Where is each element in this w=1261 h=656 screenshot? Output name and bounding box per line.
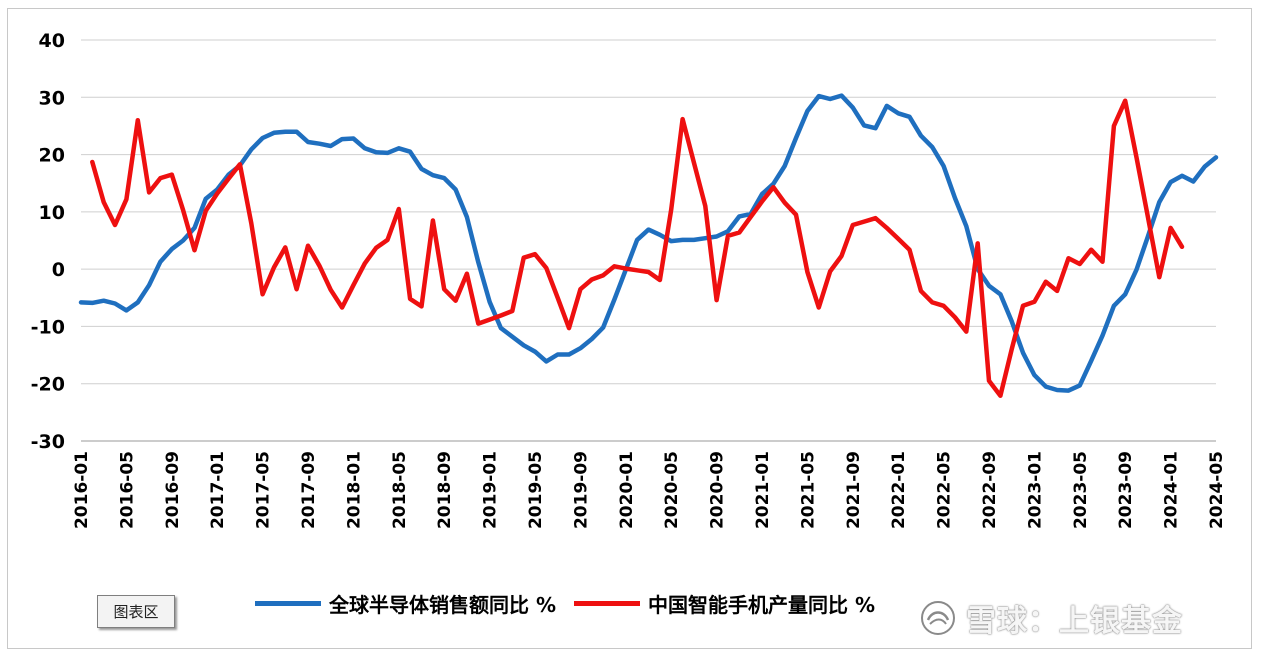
legend: 全球半导体销售额同比 % 中国智能手机产量同比 %: [255, 588, 875, 618]
x-tick-label: 2017-09: [299, 451, 319, 529]
y-tick-label: 0: [52, 259, 65, 281]
series-line-smartphone: [90, 98, 1185, 398]
x-tick-label: 2020-01: [617, 451, 637, 529]
x-tick-label: 2019-05: [526, 451, 546, 529]
y-tick-label: -30: [31, 431, 65, 453]
x-tick-label: 2016-05: [117, 451, 137, 529]
x-tick-label: 2019-09: [571, 451, 591, 529]
x-tick-label: 2020-09: [708, 451, 728, 529]
x-tick-label: 2019-01: [481, 451, 501, 529]
x-tick-label: 2021-05: [798, 451, 818, 529]
legend-swatch-blue: [255, 600, 321, 606]
x-tick-label: 2022-05: [935, 451, 955, 529]
y-tick-label: 30: [39, 87, 65, 109]
series-line-semiconductor: [78, 93, 1219, 393]
x-tick-label: 2023-09: [1116, 451, 1136, 529]
x-axis-ticks: 2016-01 2016-05 2016-09 2017-01 2017-05 2017-…: [72, 451, 1227, 529]
legend-swatch-red: [574, 600, 641, 606]
legend-item-semiconductor: 全球半导体销售额同比 %: [255, 589, 556, 618]
chart-frame: [7, 8, 1252, 649]
y-tick-label: -20: [31, 374, 65, 396]
x-tick-label: 2021-01: [753, 451, 773, 529]
chart-area-tooltip: 图表区: [97, 595, 175, 628]
legend-item-smartphone: 中国智能手机产量同比 %: [574, 589, 875, 618]
x-tick-label: 2017-01: [208, 451, 228, 529]
x-tick-label: 2018-09: [435, 451, 455, 529]
x-tick-label: 2017-05: [254, 451, 274, 529]
snowball-logo-icon: [921, 601, 955, 635]
legend-label-semiconductor: 全球半导体销售额同比 %: [329, 592, 557, 617]
y-tick-label: -10: [31, 316, 65, 338]
x-tick-label: 2023-05: [1071, 451, 1091, 529]
gridlines: [81, 39, 1216, 442]
y-tick-label: 10: [39, 202, 65, 224]
legend-label-smartphone: 中国智能手机产量同比 %: [648, 592, 876, 617]
series-lines: [78, 93, 1219, 398]
x-tick-label: 2018-05: [390, 451, 410, 529]
x-tick-label: 2018-01: [344, 451, 364, 529]
y-tick-label: 20: [39, 145, 65, 167]
watermark: 雪球：上银基金: [918, 596, 1183, 640]
x-tick-label: 2022-01: [889, 451, 909, 529]
y-axis-ticks: 40 30 20 10 0 -10 -20 -30: [31, 30, 65, 453]
y-tick-label: 40: [39, 30, 65, 52]
x-tick-label: 2016-09: [163, 451, 183, 529]
watermark-text: 雪球：上银基金: [966, 604, 1183, 639]
x-tick-label: 2024-05: [1207, 451, 1227, 529]
x-tick-label: 2024-01: [1162, 451, 1182, 529]
x-tick-label: 2021-09: [844, 451, 864, 529]
x-tick-label: 2023-01: [1025, 451, 1045, 529]
x-tick-label: 2016-01: [72, 451, 92, 529]
x-tick-label: 2020-05: [662, 451, 682, 529]
x-tick-label: 2022-09: [980, 451, 1000, 529]
